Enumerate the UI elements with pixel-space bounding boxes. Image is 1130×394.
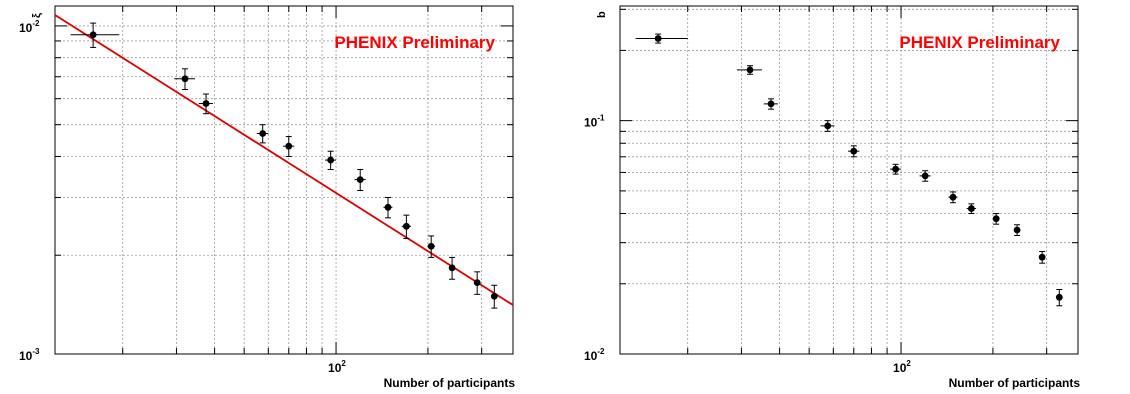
data-point <box>1038 253 1046 261</box>
y-tick-label-exp: -2 <box>597 347 605 356</box>
plot-frame <box>619 5 1079 355</box>
data-point-group <box>763 98 778 110</box>
data-point-group <box>966 203 976 215</box>
data-point <box>202 100 210 107</box>
y-tick-label-exp: -1 <box>597 114 605 123</box>
data-point <box>473 279 481 287</box>
grid <box>620 6 1078 354</box>
data-point <box>892 165 900 173</box>
data-point <box>181 75 189 83</box>
data-point-group <box>948 191 958 204</box>
axis-ticks <box>55 6 513 354</box>
y-tick-label-base: 10 <box>19 349 33 363</box>
data-point <box>850 147 858 155</box>
data-point <box>949 193 957 201</box>
data-point-group <box>427 235 436 258</box>
data-point-group <box>256 124 269 144</box>
data-point-group <box>736 65 762 75</box>
y-tick-label-base: 10 <box>584 116 598 130</box>
data-point <box>992 215 1000 223</box>
data-point <box>746 66 754 74</box>
data-point-group <box>401 214 411 239</box>
data-point <box>654 35 662 42</box>
data-point <box>285 142 293 150</box>
data-point-group <box>919 170 931 182</box>
y-tick-label: 10-2 <box>19 19 40 35</box>
data-point-group <box>1055 288 1063 307</box>
data-series <box>70 22 498 309</box>
data-point-group <box>635 33 688 44</box>
data-point <box>448 264 456 272</box>
data-point-group <box>847 145 860 158</box>
y-tick-label-base: 10 <box>584 349 598 363</box>
y-tick-label-base: 10 <box>19 21 33 35</box>
data-point-group <box>889 163 902 175</box>
y-axis-title: ξ <box>31 13 43 18</box>
axis-ticks <box>620 6 1078 354</box>
data-point-group <box>490 284 498 309</box>
data-point <box>490 292 498 300</box>
y-tick-label-exp: -2 <box>32 19 40 28</box>
y-tick-label: 10-2 <box>584 347 605 363</box>
x-tick-label-exp: 2 <box>341 359 346 368</box>
y-tick-label-exp: -3 <box>32 347 40 356</box>
data-point-group <box>282 136 295 157</box>
plot-frame <box>54 5 514 355</box>
data-point-group <box>70 22 120 48</box>
data-point-group <box>1013 224 1021 236</box>
data-point-group <box>324 150 337 171</box>
left-chart-panel: 102 10-2 10-3 Number of participants ξ PHENIX… <box>19 5 516 390</box>
right-chart-panel: 102 10-1 10-2 Number of participants b PHENIX… <box>565 0 1130 394</box>
data-point <box>356 176 364 184</box>
data-point <box>384 203 392 211</box>
data-point-group <box>383 196 393 219</box>
data-point <box>402 222 410 230</box>
x-tick-label-base: 10 <box>328 361 342 375</box>
x-tick-label-base: 10 <box>893 361 907 375</box>
fit-line <box>54 14 514 306</box>
y-tick-label: 10-3 <box>19 347 40 363</box>
x-axis-title: Number of participants <box>384 376 516 390</box>
data-point <box>767 100 775 108</box>
data-point-group <box>448 256 456 280</box>
grid <box>55 6 513 354</box>
data-point <box>427 242 435 250</box>
data-point <box>824 122 832 130</box>
preliminary-label: PHENIX Preliminary <box>899 33 1060 52</box>
data-point <box>921 172 929 180</box>
data-point-group <box>198 93 213 115</box>
data-point-group <box>1038 250 1046 264</box>
data-point-group <box>473 271 481 295</box>
y-tick-label: 10-1 <box>584 114 605 130</box>
data-point <box>967 205 975 212</box>
preliminary-label: PHENIX Preliminary <box>334 33 495 52</box>
data-point <box>1055 293 1063 301</box>
data-point <box>1013 226 1021 234</box>
x-axis-title: Number of participants <box>949 376 1081 390</box>
x-tick-label-exp: 2 <box>906 359 911 368</box>
x-tick-label: 102 <box>328 359 346 375</box>
data-point-group <box>174 68 195 91</box>
y-axis-title: b <box>596 11 608 18</box>
data-point-group <box>354 169 366 192</box>
data-point <box>89 31 97 39</box>
data-point-group <box>992 213 1000 225</box>
data-point <box>259 130 267 137</box>
data-point-group <box>820 120 835 132</box>
data-point <box>327 156 335 164</box>
data-series <box>635 33 1063 307</box>
x-tick-label: 102 <box>893 359 911 375</box>
